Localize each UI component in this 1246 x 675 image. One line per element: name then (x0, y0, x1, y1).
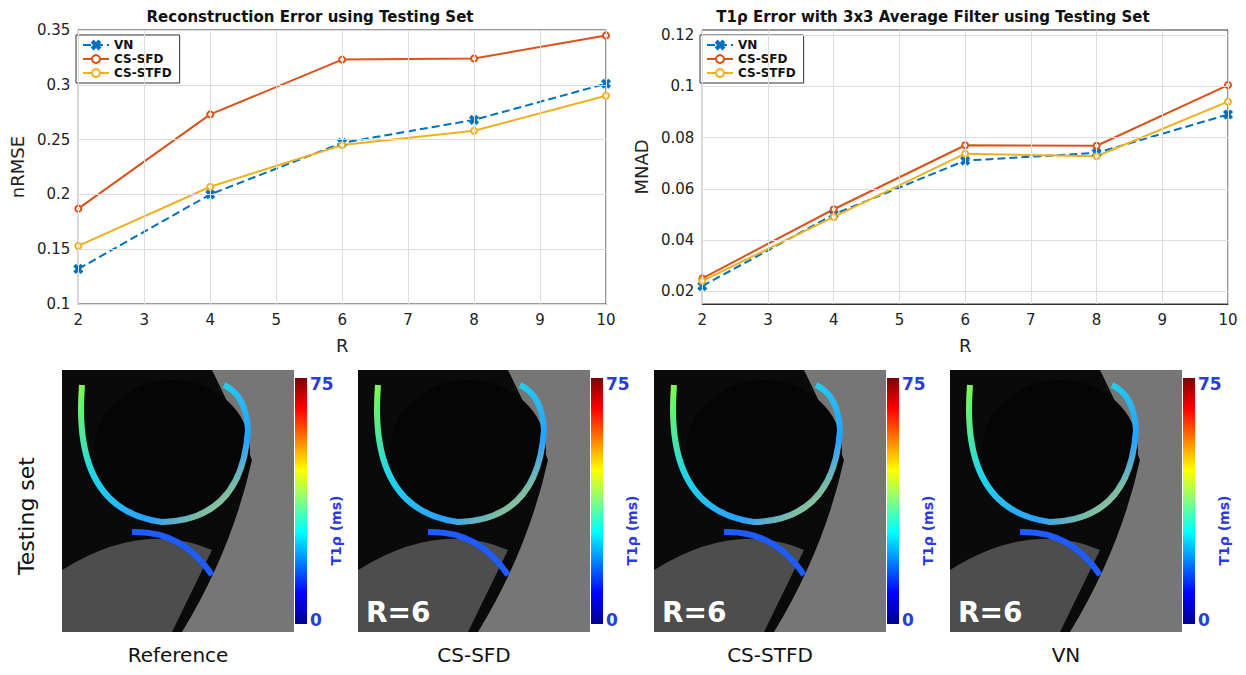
svg-text:6: 6 (337, 311, 347, 329)
svg-text:Testing set: Testing set (14, 457, 39, 576)
svg-text:nRMSE: nRMSE (7, 136, 28, 198)
svg-text:0.08: 0.08 (661, 129, 694, 147)
svg-text:Reconstruction Error using Tes: Reconstruction Error using Testing Set (147, 8, 474, 26)
svg-text:9: 9 (1158, 311, 1168, 329)
svg-text:3: 3 (139, 311, 149, 329)
svg-text:0.04: 0.04 (661, 231, 694, 249)
svg-text:0.3: 0.3 (46, 76, 70, 94)
svg-text:6: 6 (960, 311, 970, 329)
svg-text:7: 7 (1026, 311, 1036, 329)
svg-text:Reference: Reference (128, 643, 229, 667)
svg-text:0: 0 (1198, 610, 1210, 630)
svg-text:75: 75 (902, 374, 926, 394)
svg-text:CS-SFD: CS-SFD (738, 52, 787, 66)
svg-text:0: 0 (606, 610, 618, 630)
svg-text:4: 4 (205, 311, 215, 329)
svg-text:0.12: 0.12 (661, 26, 694, 44)
svg-text:R: R (336, 335, 349, 356)
svg-text:0.35: 0.35 (37, 21, 70, 39)
svg-text:VN: VN (1052, 643, 1081, 667)
svg-text:0: 0 (310, 610, 322, 630)
svg-text:5: 5 (271, 311, 281, 329)
svg-text:CS-STFD: CS-STFD (738, 66, 796, 80)
svg-text:75: 75 (310, 374, 334, 394)
svg-text:0.25: 0.25 (37, 131, 70, 149)
svg-text:3: 3 (763, 311, 773, 329)
svg-text:0.02: 0.02 (661, 282, 694, 300)
svg-text:2: 2 (74, 311, 84, 329)
svg-text:CS-STFD: CS-STFD (727, 643, 813, 667)
svg-text:0.1: 0.1 (670, 77, 694, 95)
svg-text:T1ρ (ms): T1ρ (ms) (624, 496, 640, 566)
svg-text:8: 8 (1092, 311, 1102, 329)
svg-text:CS-SFD: CS-SFD (114, 52, 163, 66)
svg-text:0: 0 (902, 610, 914, 630)
svg-text:VN: VN (738, 38, 757, 52)
svg-text:9: 9 (535, 311, 545, 329)
svg-text:T1ρ (ms): T1ρ (ms) (920, 496, 936, 566)
svg-text:R: R (959, 335, 972, 356)
svg-text:8: 8 (469, 311, 479, 329)
svg-text:0.06: 0.06 (661, 180, 694, 198)
svg-text:VN: VN (114, 38, 133, 52)
svg-text:5: 5 (895, 311, 905, 329)
svg-text:T1ρ (ms): T1ρ (ms) (328, 496, 344, 566)
svg-text:R=6: R=6 (958, 596, 1023, 629)
svg-text:4: 4 (829, 311, 839, 329)
svg-text:7: 7 (403, 311, 413, 329)
svg-text:CS-STFD: CS-STFD (114, 66, 172, 80)
svg-text:2: 2 (698, 311, 708, 329)
svg-text:0.15: 0.15 (37, 240, 70, 258)
svg-text:75: 75 (1198, 374, 1222, 394)
svg-text:T1ρ (ms): T1ρ (ms) (1216, 496, 1232, 566)
svg-text:CS-SFD: CS-SFD (437, 643, 510, 667)
svg-text:0.2: 0.2 (46, 185, 70, 203)
svg-text:0.1: 0.1 (46, 295, 70, 313)
svg-text:R=6: R=6 (662, 596, 727, 629)
svg-text:T1ρ Error with 3x3 Average Fil: T1ρ Error with 3x3 Average Filter using … (716, 8, 1149, 26)
svg-text:10: 10 (596, 311, 615, 329)
svg-text:75: 75 (606, 374, 630, 394)
svg-text:R=6: R=6 (366, 596, 431, 629)
svg-text:MNAD: MNAD (631, 139, 652, 194)
svg-text:10: 10 (1218, 311, 1237, 329)
